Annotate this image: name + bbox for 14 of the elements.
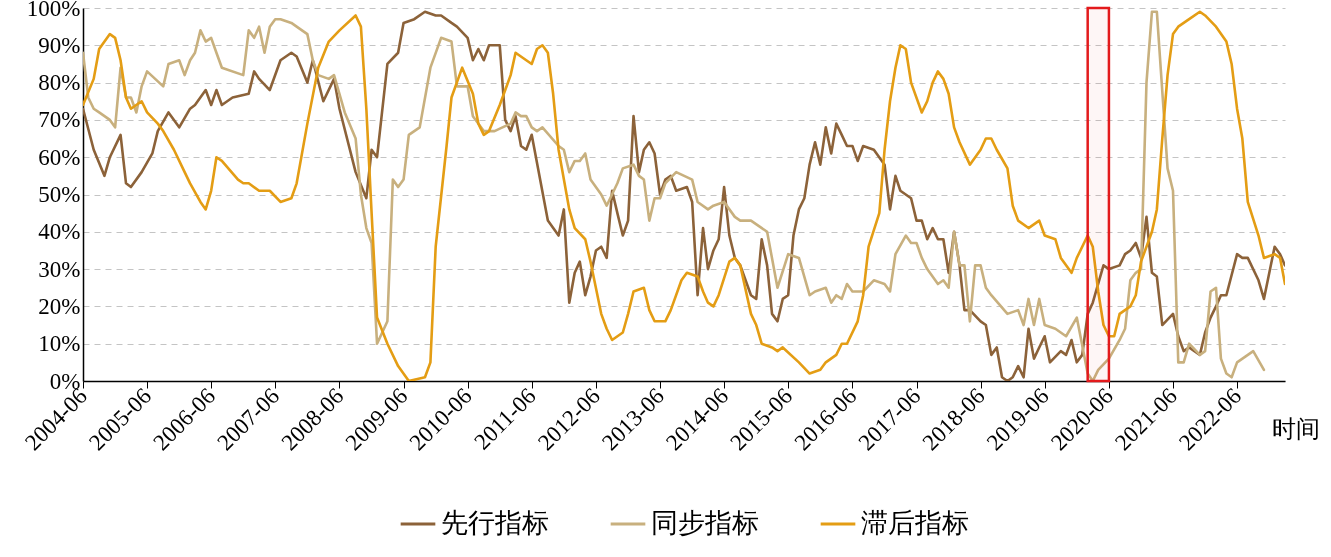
y-tick-label: 50% bbox=[38, 182, 81, 207]
y-tick-label: 70% bbox=[38, 107, 81, 133]
legend-label: 同步指标 bbox=[651, 508, 759, 538]
y-tick-label: 20% bbox=[38, 293, 81, 319]
y-tick-label: 60% bbox=[38, 144, 81, 170]
y-tick-label: 100% bbox=[26, 0, 81, 21]
x-axis-title: 时间 bbox=[1271, 415, 1320, 442]
legend-label: 滞后指标 bbox=[861, 508, 969, 538]
y-tick-label: 30% bbox=[38, 256, 81, 282]
y-tick-label: 80% bbox=[38, 70, 81, 96]
y-tick-label: 90% bbox=[38, 32, 81, 58]
y-tick-label: 10% bbox=[38, 331, 81, 357]
y-tick-label: 40% bbox=[38, 219, 81, 245]
legend-label: 先行指标 bbox=[441, 508, 549, 538]
